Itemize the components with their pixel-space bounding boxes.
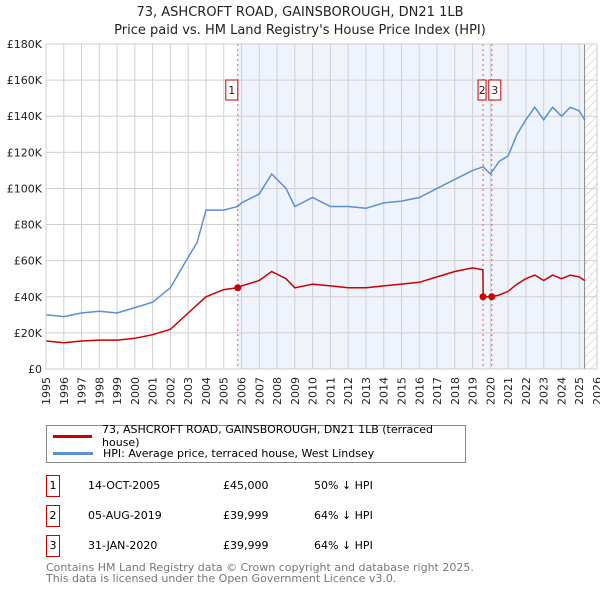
footer-line: Contains HM Land Registry data © Crown c… xyxy=(46,561,474,574)
y-tick-label: £100K xyxy=(7,182,43,195)
legend-swatch-blue xyxy=(53,451,93,455)
x-tick-label: 1998 xyxy=(93,377,106,405)
x-tick-label: 2024 xyxy=(555,377,568,405)
x-tick-label: 2020 xyxy=(484,377,497,405)
x-tick-label: 2014 xyxy=(378,377,391,405)
sale-point xyxy=(488,293,496,301)
chart-title: 73, ASHCROFT ROAD, GAINSBOROUGH, DN21 1L… xyxy=(136,5,464,20)
y-tick-label: £20K xyxy=(14,327,43,340)
sale-marker-box xyxy=(477,79,487,101)
chart-subtitle: Price paid vs. HM Land Registry's House … xyxy=(114,23,486,38)
sale-price: £39,999 xyxy=(223,539,269,552)
hpi-diff: 64% ↓ HPI xyxy=(314,539,373,552)
x-tick-label: 2004 xyxy=(200,377,213,405)
legend-item-property: 73, ASHCROFT ROAD, GAINSBOROUGH, DN21 1L… xyxy=(47,423,465,449)
x-tick-label: 2011 xyxy=(324,377,337,405)
property-price-line xyxy=(45,267,586,344)
sale-date: 31-JAN-2020 xyxy=(88,539,158,552)
x-tick-label: 2000 xyxy=(129,377,142,405)
x-tick-label: 1996 xyxy=(58,377,71,405)
x-tick-label: 2009 xyxy=(289,377,302,405)
sale-marker-label: 2 xyxy=(479,84,486,97)
y-tick-label: £40K xyxy=(14,291,43,304)
price-chart: 1995 1996 1997 1998 1999 2000 2001 2002 2003 2004… xyxy=(7,38,600,405)
forecast-hatch xyxy=(584,44,597,369)
y-tick-label: £180K xyxy=(7,38,43,51)
x-tick-label: 2015 xyxy=(395,377,408,405)
hpi-diff: 64% ↓ HPI xyxy=(314,509,373,522)
hpi-diff: 50% ↓ HPI xyxy=(314,479,373,492)
sale-marker-badge: 1 xyxy=(46,475,60,497)
sale-date: 05-AUG-2019 xyxy=(88,509,162,522)
y-tick-label: £160K xyxy=(7,74,43,87)
legend-swatch-red xyxy=(53,434,93,438)
x-tick-label: 2007 xyxy=(253,377,266,405)
y-tick-label: £80K xyxy=(14,219,43,232)
x-tick-label: 2019 xyxy=(467,377,480,405)
sale-point xyxy=(479,293,487,301)
sale-price: £45,000 xyxy=(223,479,269,492)
x-tick-label: 2012 xyxy=(342,377,355,405)
x-tick-label: 2013 xyxy=(360,377,373,405)
y-tick-label: £0 xyxy=(28,363,42,376)
y-tick-label: £60K xyxy=(14,255,43,268)
sale-marker-badge: 2 xyxy=(46,505,60,527)
x-tick-label: 2010 xyxy=(307,377,320,405)
x-tick-label: 2022 xyxy=(520,377,533,405)
x-tick-label: 2018 xyxy=(449,377,462,405)
x-tick-label: 2023 xyxy=(538,377,551,405)
x-tick-label: 2003 xyxy=(182,377,195,405)
legend-item-hpi: HPI: Average price, terraced house, West… xyxy=(47,445,374,461)
x-tick-label: 2026 xyxy=(591,377,600,405)
x-tick-label: 1995 xyxy=(40,377,53,405)
hpi-line xyxy=(45,105,586,318)
footer: Contains HM Land Registry data © Crown c… xyxy=(46,562,474,584)
x-tick-label: 2005 xyxy=(218,377,231,405)
legend-label: 73, ASHCROFT ROAD, GAINSBOROUGH, DN21 1L… xyxy=(102,423,434,449)
footer-line: This data is licensed under the Open Gov… xyxy=(46,572,397,585)
x-tick-label: 2006 xyxy=(236,377,249,405)
sale-marker-box xyxy=(225,79,239,101)
x-tick-label: 1999 xyxy=(111,377,124,405)
x-tick-label: 2001 xyxy=(147,377,160,405)
x-tick-label: 2025 xyxy=(573,377,586,405)
x-tick-label: 2008 xyxy=(271,377,284,405)
x-tick-label: 2017 xyxy=(431,377,444,405)
sale-price: £39,999 xyxy=(223,509,269,522)
x-tick-label: 2002 xyxy=(164,377,177,405)
legend: 73, ASHCROFT ROAD, GAINSBOROUGH, DN21 1L… xyxy=(46,423,466,463)
sale-marker-label: 3 xyxy=(491,84,498,97)
sale-point xyxy=(234,284,242,292)
sale-marker-label: 1 xyxy=(228,84,235,97)
legend-label: HPI: Average price, terraced house, West… xyxy=(103,446,375,460)
x-tick-label: 2021 xyxy=(502,377,515,405)
sale-marker-badge: 3 xyxy=(46,535,60,557)
x-tick-label: 2016 xyxy=(413,377,426,405)
y-tick-label: £120K xyxy=(7,146,43,159)
plot-frame xyxy=(45,43,598,370)
sale-marker-box xyxy=(488,79,502,101)
y-tick-label: £140K xyxy=(7,110,43,123)
shaded-period xyxy=(237,44,585,369)
x-tick-label: 1997 xyxy=(76,377,89,405)
sale-date: 14-OCT-2005 xyxy=(88,479,161,492)
